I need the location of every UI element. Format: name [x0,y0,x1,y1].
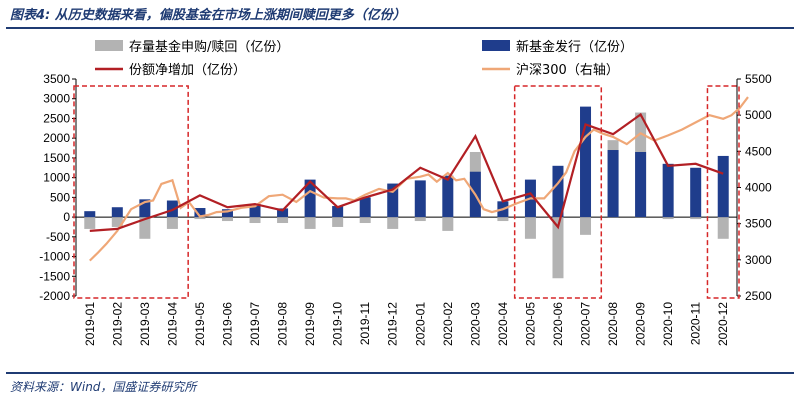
new-fund-bar [717,155,729,218]
left-tick-label: 2000 [43,131,70,145]
x-tick-label: 2020-10 [661,302,675,346]
left-tick-label: 0 [63,210,70,224]
new-fund-bar [84,211,96,218]
right-tick-label: 3500 [745,217,772,231]
redeem-bar [166,217,178,229]
x-tick-label: 2020-12 [716,302,730,346]
redeem-bar [249,217,261,224]
redeem-bar [221,217,233,222]
legend-swatch [482,40,510,51]
legend-label: 份额净增加（亿份） [129,63,246,78]
new-fund-bar [442,175,454,218]
left-tick-label: 1500 [43,151,70,165]
left-tick-label: 3000 [43,92,70,106]
new-fund-bar [552,165,564,218]
x-tick-label: 2020-02 [441,302,455,346]
redeem-bar [304,217,316,229]
redeem-bar [552,217,564,279]
legend-label: 存量基金申购/赎回（亿份） [129,39,289,55]
x-tick-label: 2020-03 [468,302,482,346]
x-tick-label: 2020-08 [606,302,620,346]
x-tick-label: 2019-08 [276,302,290,346]
left-tick-label: 500 [50,190,70,204]
left-tick-label: -500 [46,230,70,244]
x-tick-label: 2019-09 [303,302,317,346]
source-note: 资料来源：Wind，国盛证券研究所 [10,380,197,394]
redeem-bar [277,217,289,224]
redeem-bar [442,217,454,231]
left-tick-label: 1000 [43,171,70,185]
redeem-bar [332,217,344,227]
x-tick-label: 2020-06 [551,302,565,346]
new-fund-bar [607,150,619,218]
highlight-box [73,85,189,299]
redeem-bar [139,217,151,239]
x-tick-label: 2020-04 [496,302,510,346]
new-fund-bar [387,183,399,218]
new-fund-bar [332,206,344,218]
x-tick-label: 2019-10 [331,302,345,346]
left-tick-label: -2000 [39,289,70,303]
redeem-bar [717,217,729,239]
new-fund-bar [304,179,316,218]
redeem-bar [414,217,426,222]
right-tick-label: 4000 [745,181,772,195]
left-tick-label: -1000 [39,250,70,264]
x-tick-label: 2019-06 [220,302,234,346]
right-tick-label: 4500 [745,144,772,158]
x-tick-label: 2020-11 [689,302,703,345]
x-tick-label: 2019-04 [165,302,179,346]
redeem-bar [359,217,371,224]
x-tick-label: 2020-01 [413,302,427,346]
redeem-bar [524,217,536,239]
redeem-bar [690,217,702,220]
redeem-bar [497,217,509,222]
x-tick-label: 2019-01 [83,302,97,346]
redeem-bar [194,217,206,220]
x-tick-label: 2019-07 [248,302,262,346]
footer-rule [6,372,794,374]
redeem-bar [84,217,96,229]
new-fund-bar [111,207,123,218]
x-tick-label: 2020-07 [579,302,593,346]
net-increase-line [89,112,724,232]
right-tick-label: 5500 [745,72,772,86]
redeem-bar [111,217,123,227]
highlight-box [706,85,740,299]
new-fund-bar [635,151,647,218]
header-rule [6,27,794,29]
left-tick-label: 3500 [43,72,70,86]
x-tick-label: 2019-11 [358,302,372,345]
new-fund-bar [249,204,261,218]
right-tick-label: 2500 [745,289,772,303]
left-tick-label: 2500 [43,111,70,125]
new-fund-bar [580,106,592,218]
legend-swatch [95,40,123,51]
x-tick-label: 2019-02 [110,302,124,346]
x-tick-label: 2019-03 [138,302,152,346]
new-fund-bar [221,209,233,218]
x-tick-label: 2019-12 [386,302,400,346]
new-fund-bar [194,208,206,218]
new-fund-bar [277,208,289,218]
legend-label: 沪深300（右轴） [516,62,619,78]
new-fund-bar [359,197,371,218]
x-tick-label: 2020-09 [634,302,648,346]
x-tick-label: 2020-05 [523,302,537,346]
new-fund-bar [414,180,426,218]
redeem-bar [387,217,399,229]
x-tick-label: 2019-05 [193,302,207,346]
right-tick-label: 3000 [745,253,772,267]
redeem-bar [662,217,674,220]
highlight-box [513,85,603,299]
legend-label: 新基金发行（亿份） [516,39,633,55]
new-fund-bar [139,199,151,218]
new-fund-bar [662,163,674,218]
left-tick-label: -1500 [39,269,70,283]
new-fund-bar [690,167,702,218]
chart-title: 图表4: 从历史数据来看，偏股基金在市场上涨期间赎回更多（亿份） [10,8,406,23]
redeem-bar [580,217,592,235]
right-tick-label: 5000 [745,108,772,122]
